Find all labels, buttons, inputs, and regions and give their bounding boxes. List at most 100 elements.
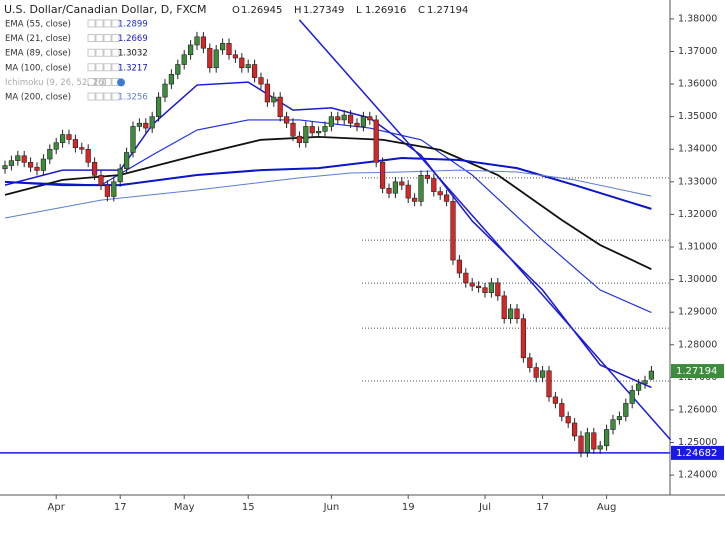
candle-body	[149, 116, 155, 129]
candle-body	[411, 197, 418, 202]
candle-body	[258, 77, 264, 85]
candle-body	[188, 44, 194, 56]
plot-area	[0, 19, 672, 458]
x-tick-label: Jun	[323, 502, 340, 513]
candle-body	[85, 148, 91, 163]
candle-body	[162, 83, 168, 98]
legend-icon	[117, 78, 125, 87]
legend-icon	[87, 19, 96, 28]
candle-body	[635, 383, 642, 391]
y-tick-label: 1.34000	[678, 144, 717, 155]
candle-body	[130, 126, 136, 153]
legend-icon	[87, 34, 96, 42]
candle-body	[2, 165, 8, 170]
candle-body	[642, 380, 648, 385]
candle-body	[559, 403, 565, 417]
candle-body	[296, 135, 303, 144]
candle-body	[495, 282, 501, 297]
x-tick-label: Aug	[597, 502, 617, 513]
legend-icon	[87, 92, 96, 101]
legend-icon	[95, 19, 104, 28]
legend-icon	[103, 48, 112, 57]
legend-name: MA (200, close)	[5, 93, 71, 103]
y-tick-label: 1.36000	[678, 79, 717, 90]
candle-body	[309, 126, 315, 134]
candle-body	[40, 158, 46, 171]
chart-title: U.S. Dollar/Canadian Dollar, D, FXCM	[4, 3, 206, 16]
candle-body	[66, 134, 72, 140]
candle-body	[533, 367, 539, 378]
legend-icon	[111, 63, 120, 72]
legend-icon	[87, 78, 96, 86]
candle-body	[117, 168, 123, 183]
candle-body	[156, 96, 162, 117]
candle-body	[245, 64, 251, 69]
candle-body	[623, 403, 629, 417]
candle-body	[475, 285, 482, 289]
candle-body	[386, 188, 392, 194]
candle-body	[450, 201, 456, 261]
candle-body	[565, 416, 571, 424]
legend-icon	[111, 34, 120, 42]
candle-body	[232, 54, 239, 59]
y-tick-label: 1.32000	[678, 209, 717, 220]
candle-body	[226, 43, 232, 56]
candle-body	[501, 295, 507, 320]
candle-body	[328, 116, 335, 127]
candle-body	[220, 43, 226, 51]
legend-icon	[103, 92, 112, 101]
candle-body	[34, 166, 40, 171]
y-tick-label: 1.31000	[678, 242, 717, 253]
x-tick-label: 17	[536, 502, 549, 513]
legend: U.S. Dollar/Canadian Dollar, D, FXCM O 1.…	[2, 3, 468, 103]
candle-body	[252, 64, 258, 78]
legend-name: EMA (55, close)	[5, 20, 71, 30]
legend-icon	[95, 78, 104, 86]
legend-value: 1.3217	[118, 63, 148, 73]
candle-body	[405, 184, 411, 199]
x-tick-label: 15	[242, 502, 255, 513]
candle-body	[168, 73, 175, 85]
legend-value: 1.3032	[118, 49, 148, 59]
legend-icon	[87, 63, 96, 72]
candle-body	[373, 119, 379, 163]
x-tick-label: Jul	[478, 502, 491, 513]
candle-body	[72, 139, 78, 148]
candle-body	[437, 191, 443, 196]
candle-body	[92, 161, 98, 176]
ohlc-letter: H	[294, 5, 302, 16]
legend-name: EMA (89, close)	[5, 49, 71, 59]
candle-body	[124, 152, 130, 170]
candle-body	[463, 272, 469, 284]
candle-body	[194, 36, 200, 46]
candle-body	[98, 175, 104, 186]
candle-body	[47, 148, 53, 160]
y-tick-label: 1.26000	[678, 404, 717, 415]
candle-body	[239, 57, 245, 69]
candle-body	[27, 161, 34, 168]
candle-body	[136, 122, 143, 127]
legend-value: 1.2669	[118, 34, 148, 44]
trend-line	[298, 19, 672, 441]
legend-name: EMA (21, close)	[5, 34, 71, 44]
candle-body	[143, 122, 149, 129]
legend-icon	[103, 34, 112, 42]
candle-body	[104, 184, 110, 197]
last-price-box	[671, 364, 724, 379]
candle-body	[571, 422, 578, 437]
candle-body	[271, 96, 277, 103]
candle-body	[584, 432, 590, 453]
ohlc-value: 1.26916	[365, 5, 406, 16]
candle-body	[59, 134, 66, 144]
candle-body	[520, 318, 526, 359]
candle-body	[341, 114, 347, 121]
x-tick-label: May	[174, 502, 195, 513]
x-tick-label: 17	[114, 502, 127, 513]
legend-icon	[111, 48, 120, 57]
ohlc-value: 1.27194	[427, 5, 468, 16]
legend-icon	[103, 63, 112, 72]
candle-body	[527, 357, 533, 368]
candle-body	[399, 181, 405, 186]
